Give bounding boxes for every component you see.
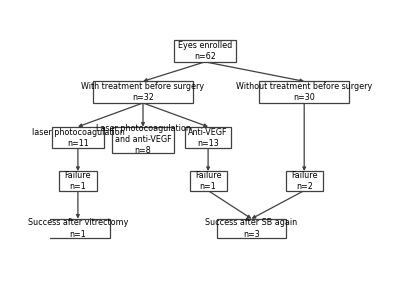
FancyBboxPatch shape (94, 81, 193, 103)
FancyBboxPatch shape (59, 171, 96, 191)
FancyBboxPatch shape (112, 127, 174, 153)
FancyBboxPatch shape (286, 171, 323, 191)
Text: Without treatment before surgery
n=30: Without treatment before surgery n=30 (236, 82, 372, 102)
Text: Failure
n=1: Failure n=1 (195, 171, 221, 191)
FancyBboxPatch shape (185, 127, 231, 148)
FancyBboxPatch shape (190, 171, 227, 191)
FancyBboxPatch shape (174, 40, 236, 62)
Text: Failure
n=1: Failure n=1 (65, 171, 91, 191)
Text: With treatment before surgery
n=32: With treatment before surgery n=32 (82, 82, 204, 102)
FancyBboxPatch shape (259, 81, 349, 103)
Text: Anti-VEGF
n=13: Anti-VEGF n=13 (188, 128, 228, 148)
Text: laser photocoagulation
n=11: laser photocoagulation n=11 (32, 128, 124, 148)
FancyBboxPatch shape (52, 127, 104, 148)
Text: Failure
n=2: Failure n=2 (291, 171, 318, 191)
FancyBboxPatch shape (218, 219, 286, 238)
Text: Laser photocoagulation
and anti-VEGF
n=8: Laser photocoagulation and anti-VEGF n=8 (96, 124, 190, 155)
Text: Success after SB again
n=3: Success after SB again n=3 (206, 218, 298, 239)
Text: Eyes enrolled
n=62: Eyes enrolled n=62 (178, 41, 232, 61)
Text: Success after vitrectomy
n=1: Success after vitrectomy n=1 (28, 218, 128, 239)
FancyBboxPatch shape (45, 219, 110, 238)
